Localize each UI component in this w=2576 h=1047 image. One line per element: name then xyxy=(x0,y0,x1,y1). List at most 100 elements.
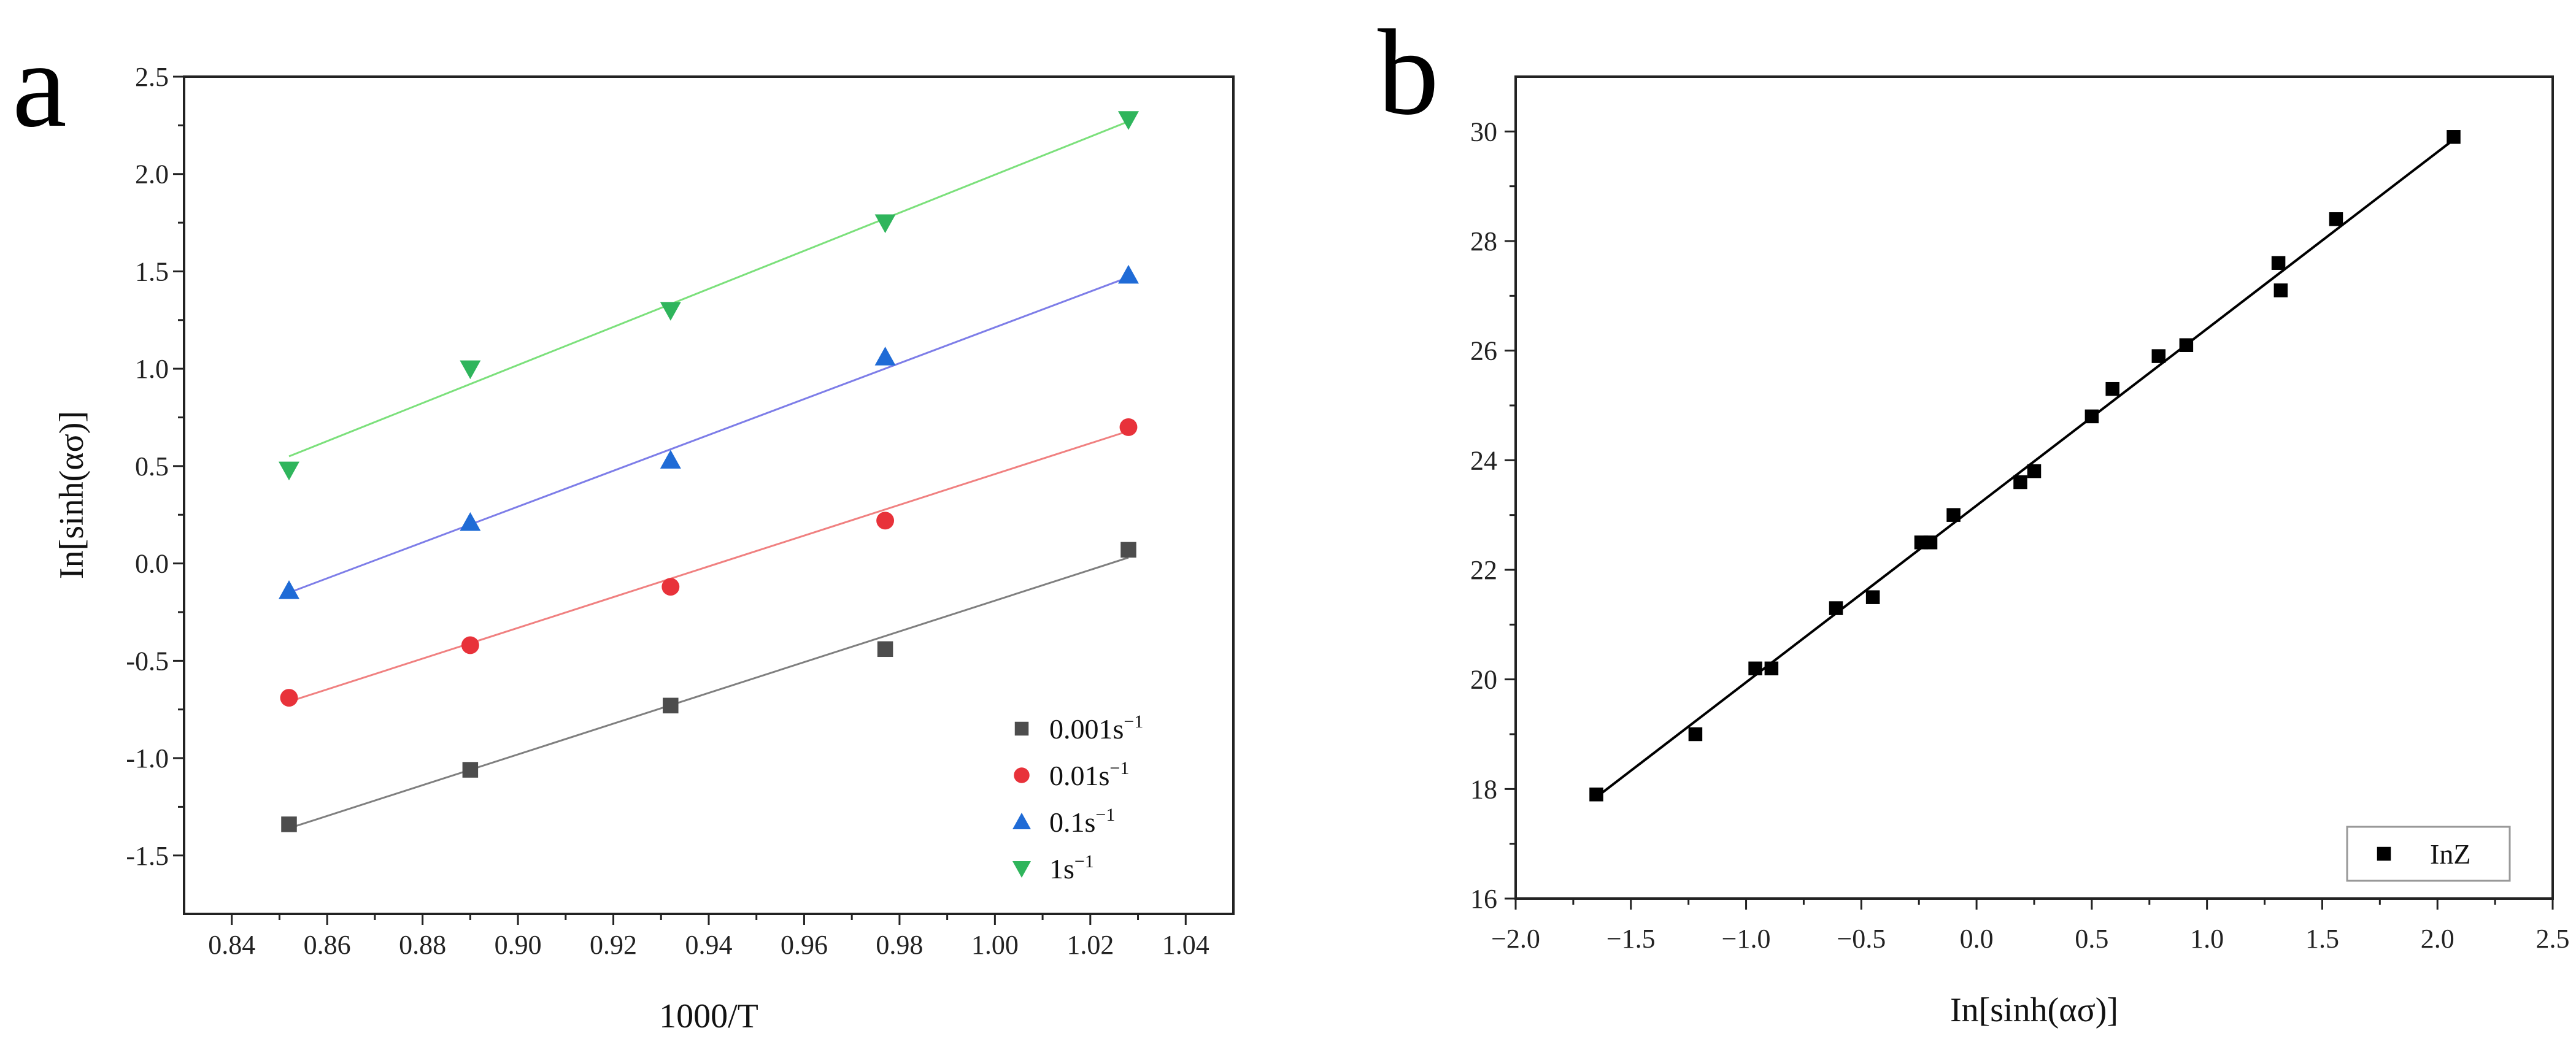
data-point-inz xyxy=(2271,256,2286,270)
data-point-0-01s xyxy=(876,512,895,530)
data-point-inz xyxy=(2105,382,2119,396)
x-tick-label: 0.98 xyxy=(876,930,923,960)
chart-b-ticks: −2.0 −1.5 −1.0 −0.5 0.0 0.5 1.0 1.5 2.0 2.5 16 18 20… xyxy=(1470,117,2570,954)
data-point-0-001s xyxy=(281,816,297,832)
chart-a: 0.84 0.86 0.88 0.90 0.92 0.94 0.96 0.98 1.00 1.02… xyxy=(53,62,1235,1035)
data-point-1s xyxy=(279,461,299,481)
fit-line-0-001s xyxy=(288,556,1129,829)
y-tick-label: -1.0 xyxy=(126,743,169,773)
data-point-1s xyxy=(460,360,481,380)
legend-label-0-001s: 0.001s−1 xyxy=(1049,711,1143,745)
data-point-0-1s xyxy=(874,347,896,366)
data-point-inz xyxy=(2329,212,2343,226)
chart-b-legend: InZ xyxy=(2346,826,2511,882)
data-point-1s xyxy=(660,302,681,321)
chart-b-frame xyxy=(1514,75,2554,900)
legend-marker-0-01s xyxy=(1014,767,1030,783)
data-point-0-001s xyxy=(1120,542,1136,558)
data-point-inz xyxy=(1748,661,1762,676)
x-tick-label: 1.02 xyxy=(1066,930,1114,960)
y-tick-label: 16 xyxy=(1470,884,1497,914)
data-point-inz xyxy=(2013,475,2027,489)
x-tick-label: −1.0 xyxy=(1722,924,1771,954)
y-tick-label: 1.5 xyxy=(135,256,169,286)
legend-label-inz: InZ xyxy=(2430,838,2470,870)
x-tick-label: 0.88 xyxy=(399,930,446,960)
x-tick-label: 0.84 xyxy=(208,930,255,960)
data-point-inz xyxy=(2084,409,2099,424)
fit-line-0-1s xyxy=(288,276,1129,594)
y-tick-label: 28 xyxy=(1470,226,1497,256)
chart-b-points xyxy=(1589,130,2461,802)
chart-a-ticks: 0.84 0.86 0.88 0.90 0.92 0.94 0.96 0.98 1.00 1.02… xyxy=(126,62,1209,960)
y-tick-label: 18 xyxy=(1470,774,1497,804)
fit-line-1s xyxy=(288,120,1129,458)
chart-a-fit-lines xyxy=(288,120,1129,829)
data-point-1s xyxy=(1118,111,1139,130)
x-tick-label: 0.94 xyxy=(685,930,733,960)
data-point-0-1s xyxy=(279,580,299,599)
data-point-inz xyxy=(2447,130,2461,144)
legend-exponent: −1 xyxy=(1109,758,1129,778)
data-point-0-1s xyxy=(660,450,681,469)
data-point-inz xyxy=(1865,590,1880,604)
data-point-inz xyxy=(1688,727,1703,742)
y-tick-label: 2.5 xyxy=(135,62,169,92)
y-tick-label: 1.0 xyxy=(135,354,169,384)
chart-a-legend: 0.001s−1 0.01s−1 0.1s−1 1s−1 xyxy=(1012,711,1143,884)
data-point-inz xyxy=(2273,283,2288,297)
legend-marker-0-1s xyxy=(1012,813,1031,829)
data-point-0-1s xyxy=(460,512,481,531)
panel-label-a: a xyxy=(12,17,67,153)
x-tick-label: 1.04 xyxy=(1162,930,1209,960)
chart-a-y-axis-title: In[sinh(ασ)] xyxy=(53,411,91,579)
data-point-0-001s xyxy=(462,762,479,778)
x-tick-label: 0.86 xyxy=(304,930,351,960)
x-tick-label: 0.92 xyxy=(590,930,637,960)
x-tick-label: 1.0 xyxy=(2190,924,2224,954)
legend-exponent: −1 xyxy=(1074,851,1094,872)
data-point-inz xyxy=(1589,788,1603,802)
y-tick-label: 30 xyxy=(1470,117,1497,147)
panel-label-b: b xyxy=(1378,5,1439,140)
data-point-1s xyxy=(874,214,896,234)
fit-line-inz xyxy=(1595,139,2455,799)
data-point-inz xyxy=(1923,535,1938,550)
data-point-0-01s xyxy=(461,636,479,654)
y-tick-label: 20 xyxy=(1470,665,1497,695)
data-point-0-01s xyxy=(1119,418,1138,436)
y-tick-label: 2.0 xyxy=(135,159,169,190)
x-tick-label: −0.5 xyxy=(1837,924,1886,954)
chart-a-x-axis-title: 1000/T xyxy=(659,997,758,1035)
y-tick-label: 24 xyxy=(1470,445,1497,475)
y-tick-label: 22 xyxy=(1470,555,1497,585)
x-tick-label: 0.96 xyxy=(781,930,828,960)
data-point-0-001s xyxy=(877,641,893,658)
legend-marker-1s xyxy=(1012,861,1031,878)
x-tick-label: 0.0 xyxy=(1960,924,1994,954)
y-tick-label: 26 xyxy=(1470,336,1497,366)
chart-a-points xyxy=(279,111,1139,832)
legend-marker-0-001s xyxy=(1014,721,1029,736)
x-tick-label: 1.00 xyxy=(971,930,1019,960)
x-tick-label: 0.90 xyxy=(495,930,542,960)
chart-b-fit-lines xyxy=(1595,139,2455,799)
chart-b-x-axis-title: In[sinh(ασ)] xyxy=(1950,991,2118,1029)
data-point-0-1s xyxy=(1118,264,1139,284)
x-tick-label: 1.5 xyxy=(2305,924,2339,954)
legend-exponent: −1 xyxy=(1095,805,1115,825)
data-point-inz xyxy=(2179,338,2194,352)
fit-line-0-01s xyxy=(288,430,1129,703)
data-point-0-001s xyxy=(663,697,679,714)
x-tick-label: 0.5 xyxy=(2075,924,2108,954)
legend-label-1s: 1s−1 xyxy=(1049,851,1094,884)
y-tick-label: 0.0 xyxy=(135,549,169,579)
x-tick-label: −1.5 xyxy=(1606,924,1656,954)
y-tick-label: -1.5 xyxy=(126,841,169,871)
y-tick-label: -0.5 xyxy=(126,646,169,676)
x-tick-label: 2.5 xyxy=(2536,924,2570,954)
data-point-inz xyxy=(2027,464,2042,478)
data-point-inz xyxy=(1829,601,1843,615)
y-tick-label: 0.5 xyxy=(135,451,169,481)
